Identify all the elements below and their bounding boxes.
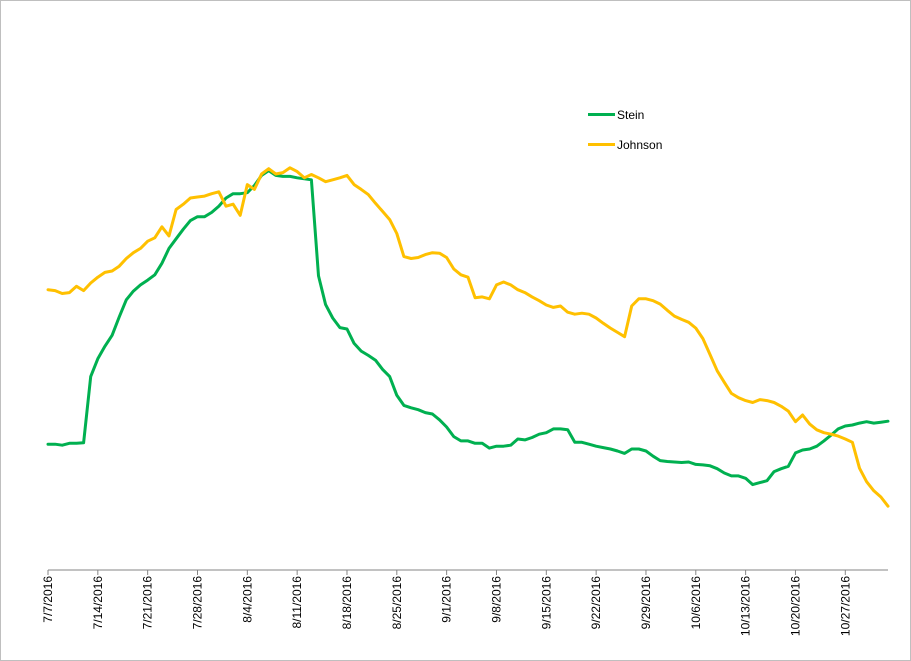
x-tick-label: 7/14/2016 <box>91 576 105 630</box>
x-tick-label: 10/27/2016 <box>838 576 852 636</box>
x-tick-label: 7/28/2016 <box>190 576 204 630</box>
legend: Stein Johnson <box>588 108 662 152</box>
x-tick-label: 7/7/2016 <box>41 576 55 623</box>
series-line-johnson <box>46 166 890 508</box>
x-tick-label: 10/20/2016 <box>788 576 802 636</box>
x-tick-label: 9/29/2016 <box>639 576 653 630</box>
x-tick-label: 10/13/2016 <box>739 576 753 636</box>
x-tick-label: 9/15/2016 <box>539 576 553 630</box>
x-tick-label: 9/22/2016 <box>589 576 603 630</box>
x-tick-label: 9/1/2016 <box>440 576 454 623</box>
x-tick-label: 8/11/2016 <box>290 576 304 629</box>
x-tick-label: 9/8/2016 <box>489 576 503 623</box>
x-tick-label: 7/21/2016 <box>141 576 155 630</box>
series-line-stein <box>46 169 890 487</box>
x-axis-tick-labels: 7/7/2016 7/14/2016 7/21/2016 7/28/2016 8/4/2… <box>41 576 852 636</box>
legend-label-johnson: Johnson <box>617 138 662 152</box>
x-tick-label: 10/6/2016 <box>689 576 703 630</box>
x-axis-ticks <box>47 570 846 575</box>
x-tick-label: 8/4/2016 <box>240 576 254 623</box>
x-tick-label: 8/25/2016 <box>390 576 404 630</box>
series-lines <box>46 166 890 508</box>
legend-label-stein: Stein <box>617 108 644 122</box>
x-tick-label: 8/18/2016 <box>340 576 354 630</box>
